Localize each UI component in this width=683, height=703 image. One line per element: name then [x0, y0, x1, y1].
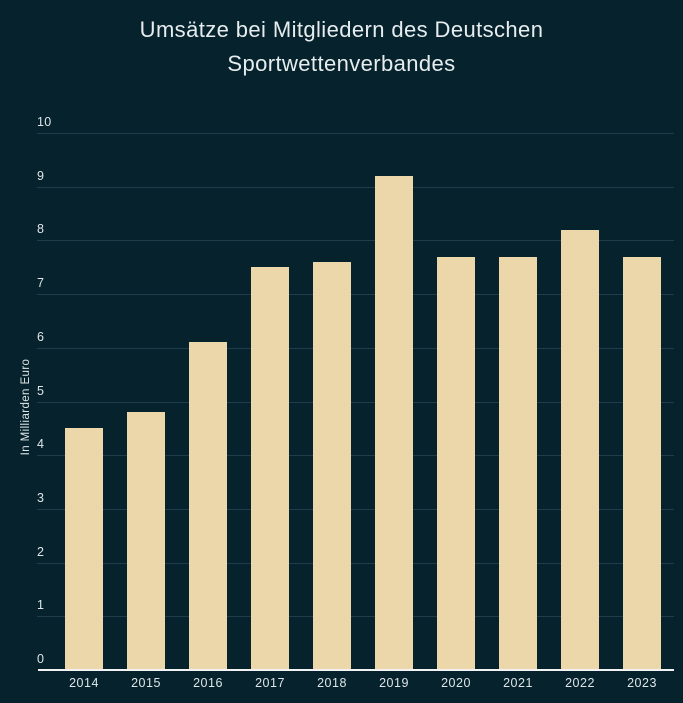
bar-2017 — [251, 267, 289, 670]
y-tick-label: 6 — [37, 330, 45, 344]
y-gridline — [37, 240, 674, 241]
y-axis-title: In Milliarden Euro — [20, 358, 32, 456]
bar-2022 — [561, 230, 599, 670]
x-tick-label: 2018 — [317, 676, 347, 690]
bar-2023 — [623, 257, 661, 670]
bar-2015 — [127, 412, 165, 670]
y-gridline — [37, 133, 674, 134]
bar-2020 — [437, 257, 475, 670]
bar-2021 — [499, 257, 537, 670]
x-tick-label: 2022 — [565, 676, 595, 690]
chart-title-line2: Sportwettenverbandes — [227, 51, 456, 76]
chart-title-line1: Umsätze bei Mitgliedern des Deutschen — [139, 17, 544, 42]
x-tick-label: 2015 — [131, 676, 161, 690]
y-tick-label: 2 — [37, 545, 45, 559]
y-gridline — [37, 455, 674, 456]
y-gridline — [37, 402, 674, 403]
bar-2014 — [65, 428, 103, 670]
y-gridline — [37, 187, 674, 188]
bar-2019 — [375, 176, 413, 670]
x-tick-label: 2020 — [441, 676, 471, 690]
chart-title: Umsätze bei Mitgliedern des Deutschen Sp… — [0, 13, 683, 81]
x-tick-label: 2023 — [627, 676, 657, 690]
y-gridline — [37, 294, 674, 295]
y-gridline — [37, 348, 674, 349]
bar-2018 — [313, 262, 351, 670]
y-tick-label: 7 — [37, 276, 45, 290]
x-tick-label: 2016 — [193, 676, 223, 690]
y-tick-label: 10 — [37, 115, 52, 129]
y-gridline — [37, 563, 674, 564]
x-axis-line — [38, 669, 674, 671]
bar-2016 — [189, 342, 227, 670]
y-tick-label: 9 — [37, 169, 45, 183]
x-tick-label: 2017 — [255, 676, 285, 690]
y-gridline — [37, 509, 674, 510]
x-tick-label: 2014 — [69, 676, 99, 690]
y-tick-label: 4 — [37, 437, 45, 451]
y-tick-label: 8 — [37, 222, 45, 236]
y-tick-label: 1 — [37, 598, 45, 612]
y-tick-label: 3 — [37, 491, 45, 505]
x-tick-label: 2021 — [503, 676, 533, 690]
y-tick-label: 5 — [37, 384, 45, 398]
y-gridline — [37, 616, 674, 617]
x-tick-label: 2019 — [379, 676, 409, 690]
y-tick-label: 0 — [37, 652, 45, 666]
